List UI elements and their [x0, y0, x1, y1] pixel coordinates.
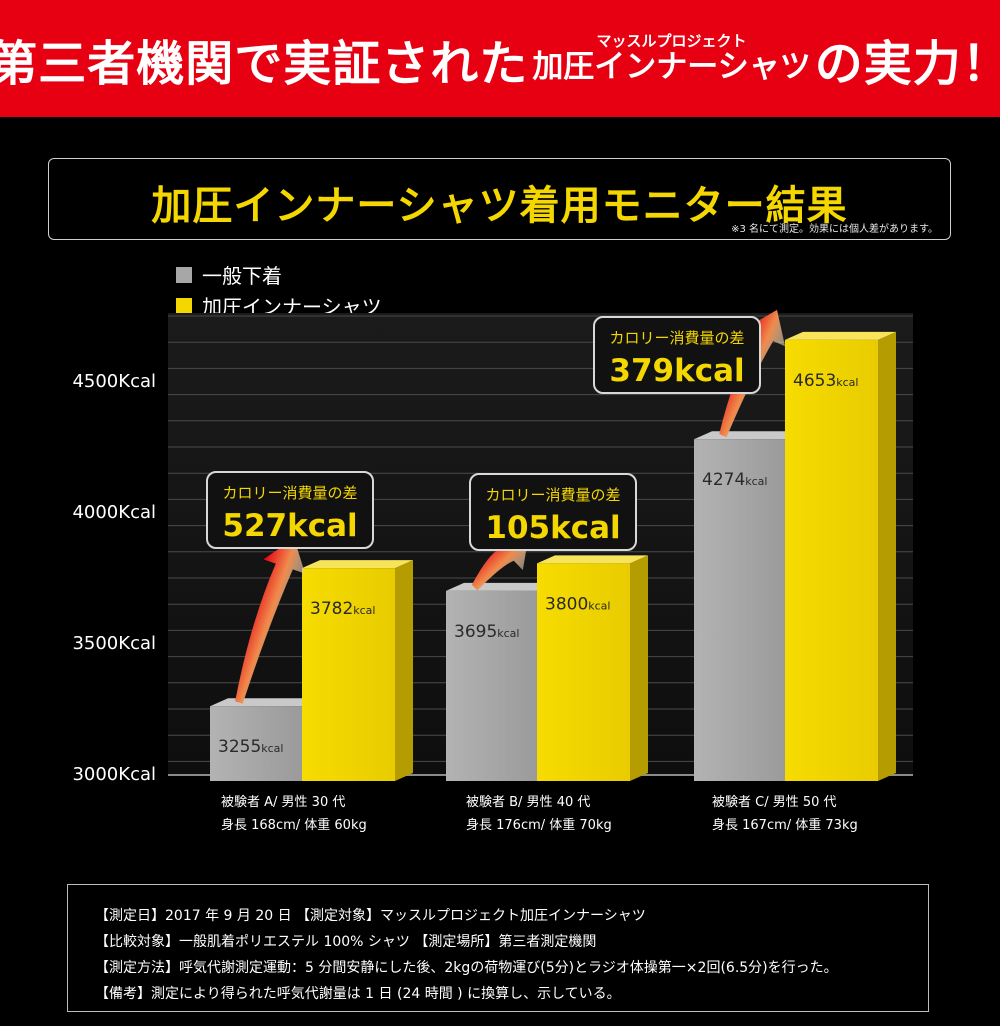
- header-part2: 加圧インナーシャツ: [532, 49, 811, 85]
- category-sublabel: 身長 168cm/ 体重 60kg: [221, 817, 367, 833]
- title-box: 加圧インナーシャツ着用モニター結果 ※3 名にて測定。効果には個人差があります。: [48, 158, 951, 240]
- y-tick-label: 3000Kcal: [72, 764, 156, 785]
- bar-regular: [210, 706, 303, 781]
- y-tick-label: 4000Kcal: [72, 502, 156, 523]
- disclaimer-note: ※3 名にて測定。効果には個人差があります。: [731, 224, 938, 235]
- header-banner: [0, 0, 1000, 117]
- callout-box: [206, 471, 374, 549]
- bar-regular: [446, 590, 539, 781]
- data-label-compression: 4653kcal: [793, 371, 858, 391]
- data-label-regular: 3255kcal: [218, 737, 283, 757]
- bar-compression: [785, 339, 878, 781]
- category-label: 被験者 C/ 男性 50 代: [712, 795, 837, 810]
- callout-value: 527kcal: [222, 508, 357, 544]
- header-part1: 第三者機関で実証された: [0, 35, 529, 92]
- callout-label: カロリー消費量の差: [222, 484, 357, 502]
- header-ruby: マッスルプロジェクト: [596, 32, 747, 50]
- chart-title: 加圧インナーシャツ着用モニター結果: [151, 183, 848, 229]
- callout-value: 105kcal: [485, 510, 620, 546]
- bar-compression: [537, 563, 630, 781]
- legend-swatch-yellow: [176, 297, 192, 314]
- category-sublabel: 身長 176cm/ 体重 70kg: [466, 817, 612, 833]
- data-label-compression: 3782kcal: [310, 599, 375, 619]
- bar-compression-top: [785, 331, 896, 340]
- data-label-regular: 4274kcal: [702, 470, 767, 490]
- bar-compression-side: [878, 331, 896, 781]
- category-label: 被験者 A/ 男性 30 代: [221, 795, 345, 810]
- bar-regular: [694, 439, 787, 781]
- note-line-date: 【測定日】2017 年 9 月 20 日 【測定対象】マッスルプロジェクト加圧イ…: [95, 908, 646, 924]
- note-line-comparison: 【比較対象】一般肌着ポリエステル 100% シャツ 【測定場所】第三者測定機関: [95, 934, 597, 950]
- header-product: マッスルプロジェクト 加圧インナーシャツ: [532, 34, 810, 83]
- difference-arrow-shape: [235, 538, 306, 704]
- bar-compression-side: [630, 555, 648, 781]
- bar-compression-top: [537, 555, 648, 564]
- bar-compression-side: [395, 560, 413, 781]
- callout-value: 379kcal: [609, 353, 744, 389]
- data-label-regular: 3695kcal: [454, 622, 519, 642]
- header-part3: の実力！: [814, 35, 1000, 92]
- bar-compression: [302, 568, 395, 781]
- legend-swatch-gray: [176, 266, 192, 283]
- bar-compression-top: [302, 560, 413, 569]
- category-sublabel: 身長 167cm/ 体重 73kg: [712, 817, 858, 833]
- callout-label: カロリー消費量の差: [485, 486, 620, 504]
- bar-chart: 4500Kcal 4000Kcal 3500Kcal 3000Kcal 3255kcal…: [72, 309, 913, 833]
- header-title: 第三者機関で実証された マッスルプロジェクト 加圧インナーシャツ の実力！: [0, 0, 1000, 117]
- difference-arrow: [235, 538, 306, 704]
- callout-box: [593, 316, 761, 394]
- callout-box: [469, 473, 637, 551]
- callout-label: カロリー消費量の差: [609, 329, 744, 347]
- note-line-method: 【測定方法】呼気代謝測定運動：5 分間安静にした後、2kgの荷物運び(5分)とラ…: [95, 960, 838, 976]
- note-line-remarks: 【備考】測定により得られた呼気代謝量は 1 日 (24 時間 ) に換算し、示し…: [95, 986, 621, 1002]
- y-tick-label: 4500Kcal: [72, 371, 156, 392]
- legend-item-regular: 一般下着: [176, 260, 282, 289]
- category-label: 被験者 B/ 男性 40 代: [466, 795, 590, 810]
- legend-label-regular: 一般下着: [202, 264, 282, 288]
- data-label-compression: 3800kcal: [545, 594, 610, 614]
- y-tick-label: 3500Kcal: [72, 633, 156, 654]
- measurement-notes: 【測定日】2017 年 9 月 20 日 【測定対象】マッスルプロジェクト加圧イ…: [67, 884, 929, 1012]
